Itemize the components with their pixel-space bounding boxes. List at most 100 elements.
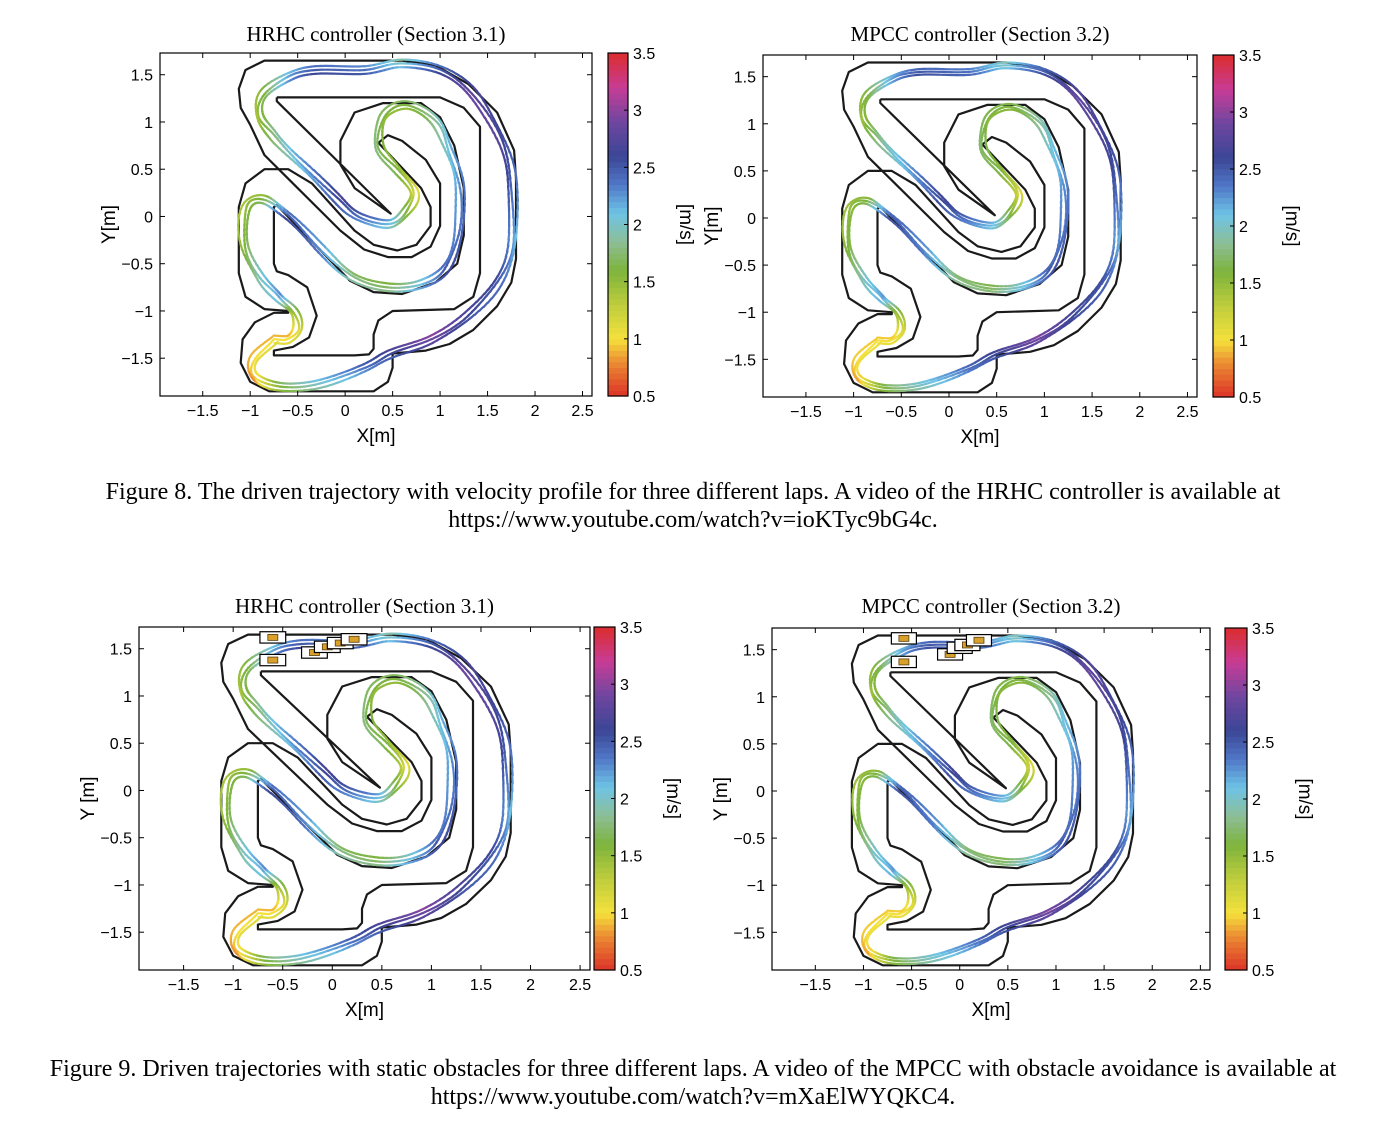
- colorbar-swatch: [594, 758, 615, 765]
- colorbar-swatch: [594, 724, 615, 731]
- trajectory-segment: [916, 736, 924, 743]
- colorbar-swatch: [594, 855, 615, 862]
- trajectory-segment: [347, 277, 354, 283]
- trajectory-segment: [1112, 194, 1116, 205]
- trajectory-segment: [505, 774, 509, 785]
- colorbar-tick-label: 3: [620, 677, 629, 694]
- trajectory-segment: [501, 766, 505, 777]
- trajectory-segment: [1094, 293, 1101, 301]
- trajectory-segment: [1115, 247, 1120, 256]
- trajectory-segment: [507, 192, 511, 203]
- trajectory-segment: [934, 954, 943, 959]
- trajectory-segment: [288, 954, 297, 958]
- colorbar-swatch: [608, 190, 628, 197]
- trajectory-segment: [897, 155, 905, 162]
- plot-title: MPCC controller (Section 3.2): [861, 594, 1121, 618]
- trajectory-segment: [924, 378, 933, 383]
- trajectory-segment: [427, 852, 433, 857]
- trajectory-segment: [1036, 281, 1042, 285]
- trajectory-segment: [320, 376, 329, 381]
- trajectory-segment: [458, 166, 462, 173]
- x-tick-label: 0.5: [371, 977, 393, 994]
- trajectory-segment: [397, 923, 405, 928]
- trajectory-segment: [454, 156, 459, 164]
- colorbar-swatch: [1213, 357, 1234, 364]
- trajectory-segment: [416, 287, 423, 291]
- trajectory-segment: [1049, 70, 1057, 75]
- trajectory-segment: [883, 76, 890, 81]
- trajectory-segment: [1008, 676, 1015, 681]
- trajectory-segment: [507, 737, 511, 747]
- trajectory-segment: [224, 823, 228, 831]
- trajectory-segment: [1020, 284, 1027, 288]
- colorbar-swatch: [1213, 83, 1234, 90]
- trajectory-segment: [326, 943, 336, 949]
- y-tick-label: −1: [738, 305, 756, 322]
- trajectory-segment: [845, 203, 850, 209]
- trajectory-segment: [313, 176, 321, 183]
- colorbar-swatch: [594, 907, 615, 914]
- trajectory-segment: [460, 229, 464, 237]
- trajectory-segment: [461, 887, 469, 894]
- trajectory-segment: [420, 636, 428, 640]
- trajectory-segment: [406, 100, 412, 104]
- colorbar-swatch: [608, 321, 628, 328]
- trajectory-segment: [1114, 253, 1119, 262]
- trajectory-segment: [1098, 875, 1105, 882]
- trajectory-segment: [307, 228, 314, 236]
- trajectory-segment: [226, 772, 231, 778]
- y-tick-label: 0: [747, 211, 756, 228]
- trajectory-segment: [354, 859, 361, 864]
- colorbar-swatch: [608, 93, 628, 100]
- x-tick-label: 2.5: [571, 403, 593, 420]
- trajectory-segment: [951, 277, 958, 283]
- trajectory-segment: [875, 80, 882, 85]
- trajectory-segment: [299, 166, 306, 173]
- colorbar-swatch: [608, 213, 628, 220]
- chart-fig8-hrhc: −1.5 −1 −0.5 0 0.5 1 1.5 2 2.5 −1.5 −1 −0.5 0 0.5 1 1.5…: [99, 46, 696, 447]
- obstacle: [259, 653, 287, 667]
- trajectory-segment: [1103, 143, 1108, 152]
- trajectory-segment: [1013, 345, 1021, 350]
- trajectory-segment: [1093, 116, 1099, 124]
- colorbar-swatch: [1213, 77, 1234, 85]
- plot-area: [850, 632, 1136, 967]
- trajectory-segment: [319, 946, 329, 951]
- colorbar-swatch: [608, 224, 628, 231]
- colorbar-swatch: [1213, 340, 1234, 347]
- trajectory-segment: [420, 109, 427, 115]
- trajectory-segment: [280, 736, 287, 743]
- trajectory-segment: [1041, 639, 1050, 643]
- trajectory-segment: [297, 332, 301, 336]
- trajectory-segment: [850, 199, 856, 203]
- trajectory-segment: [402, 351, 410, 355]
- trajectory-segment: [334, 944, 343, 950]
- x-tick-label: 0: [328, 977, 337, 994]
- colorbar-tick-label: 3.5: [620, 620, 642, 637]
- colorbar-swatch: [594, 827, 615, 834]
- colorbar-swatch: [594, 821, 615, 828]
- obstacle-car-icon: [267, 656, 279, 664]
- trajectory-segment: [914, 235, 922, 242]
- trajectory-segment: [949, 272, 957, 278]
- x-tick-label: 2.5: [569, 977, 591, 994]
- trajectory-segment: [1024, 283, 1031, 287]
- trajectory-segment: [516, 192, 520, 203]
- trajectory-segment: [302, 224, 310, 231]
- trajectory-segment: [953, 215, 959, 220]
- colorbar-swatch: [608, 275, 628, 283]
- colorbar-swatch: [1213, 66, 1234, 73]
- trajectory-segment: [243, 254, 248, 261]
- trajectory-segment: [1089, 883, 1096, 890]
- trajectory-segment: [961, 219, 967, 224]
- trajectory-segment: [420, 285, 427, 290]
- trajectory-segment: [402, 679, 409, 684]
- trajectory-segment: [1028, 284, 1035, 289]
- colorbar-swatch: [1213, 72, 1234, 79]
- trajectory-segment: [430, 62, 437, 66]
- trajectory-segment: [399, 918, 407, 923]
- colorbar-swatch: [594, 809, 615, 817]
- trajectory-segment: [512, 232, 516, 242]
- trajectory-segment: [1059, 75, 1066, 81]
- trajectory-segment: [1032, 282, 1038, 287]
